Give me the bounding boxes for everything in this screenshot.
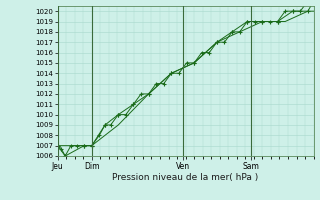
X-axis label: Pression niveau de la mer( hPa ): Pression niveau de la mer( hPa ): [112, 173, 259, 182]
